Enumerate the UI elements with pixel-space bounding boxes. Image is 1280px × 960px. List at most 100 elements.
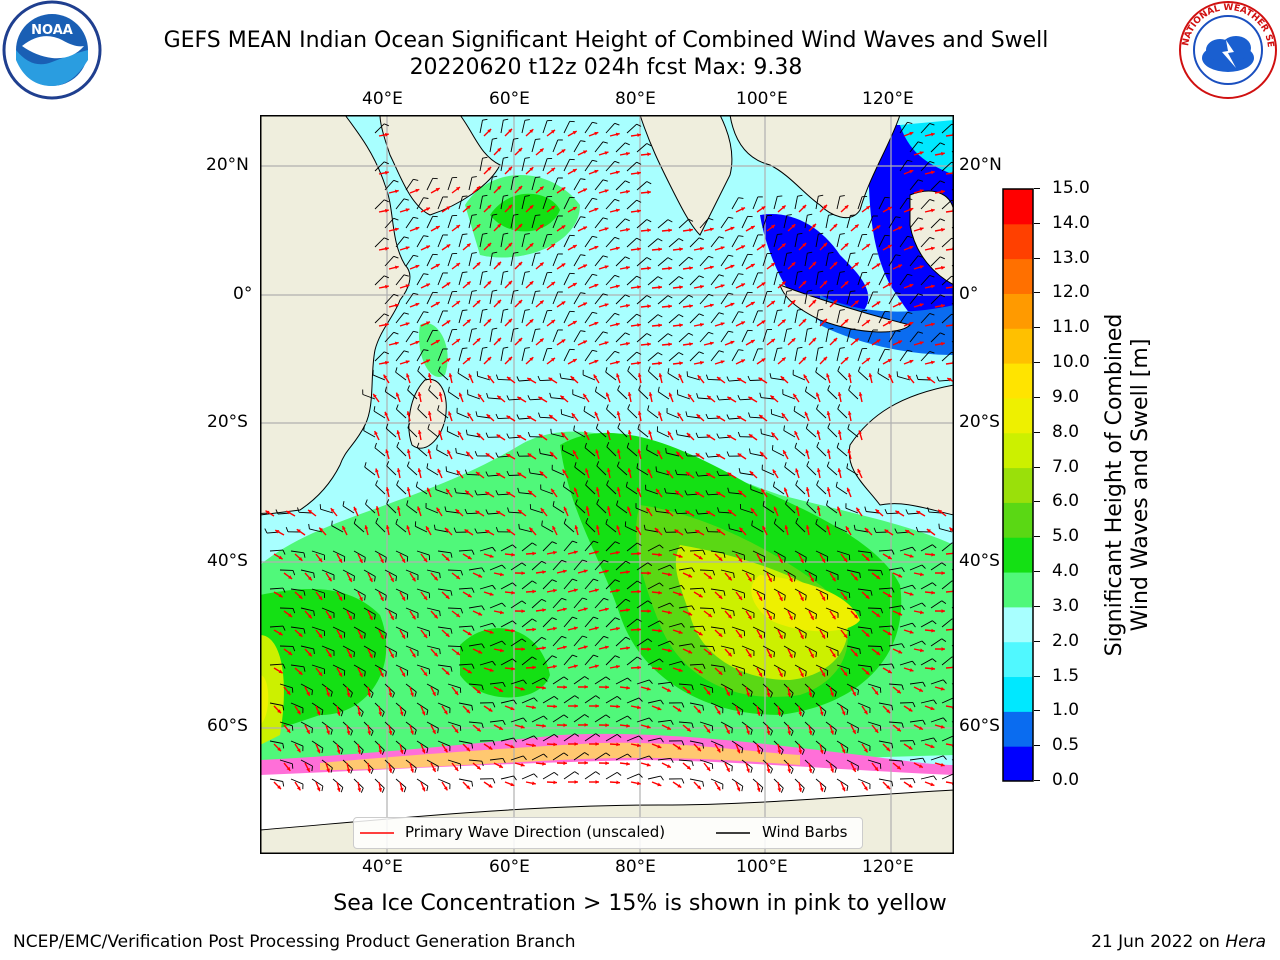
wave-direction-arrowhead xyxy=(810,615,814,620)
wave-direction-arrowhead xyxy=(497,185,501,190)
wave-direction-arrowhead xyxy=(761,206,766,210)
wave-direction-arrowhead xyxy=(919,151,924,155)
wind-barb-feather xyxy=(678,276,684,280)
wave-direction-arrowhead xyxy=(826,487,831,492)
wind-barb xyxy=(468,215,473,229)
wave-direction-arrowhead xyxy=(857,468,861,473)
wind-barb xyxy=(909,640,923,647)
wave-direction-arrowhead xyxy=(433,614,438,619)
wind-barb xyxy=(563,578,573,590)
wind-barb xyxy=(446,470,460,476)
wave-direction-arrowhead xyxy=(863,748,868,753)
wave-direction-arrowhead xyxy=(657,744,662,749)
wind-barb-feather xyxy=(638,735,643,740)
wind-barb-feather xyxy=(592,197,598,200)
wind-barb-feather xyxy=(728,292,734,295)
wave-direction-arrowhead xyxy=(464,529,469,534)
wind-barb xyxy=(878,197,886,210)
wind-barb xyxy=(941,123,952,134)
wave-direction-arrowhead xyxy=(485,530,490,534)
wave-direction-arrowhead xyxy=(886,709,891,714)
wave-direction-arrowhead xyxy=(529,129,534,133)
wave-direction-arrowhead xyxy=(761,282,766,286)
wind-barb-feather xyxy=(403,312,409,315)
lat-tick-left-60s: 60°S xyxy=(207,716,248,736)
wind-barb-feather xyxy=(917,331,924,334)
wave-direction-arrowhead xyxy=(551,281,555,286)
wave-direction-arrowhead xyxy=(338,558,342,563)
wind-barb xyxy=(542,734,555,742)
wind-barb xyxy=(816,408,827,419)
wave-direction-arrowhead xyxy=(730,264,735,269)
wave-direction-arrowhead xyxy=(615,322,620,327)
lon-tick-top-40e: 40°E xyxy=(362,89,403,109)
wave-direction-arrowhead xyxy=(426,283,430,287)
wind-barb xyxy=(741,216,749,229)
wind-barb-feather xyxy=(492,740,496,746)
wind-barb-feather xyxy=(374,442,377,448)
wave-direction-arrowhead xyxy=(686,689,691,694)
wind-barb-feather xyxy=(647,638,653,643)
wind-barb-feather xyxy=(932,620,937,625)
wind-barb-feather xyxy=(572,578,578,582)
wind-barb xyxy=(551,433,565,438)
wind-barb xyxy=(479,660,493,666)
footer-host: Hera xyxy=(1225,932,1266,952)
wind-barb xyxy=(510,600,523,609)
wave-direction-arrowhead xyxy=(553,664,557,669)
wind-barb-feather xyxy=(646,295,652,299)
wave-direction-arrowhead xyxy=(668,431,672,436)
wave-direction-arrowhead xyxy=(816,506,821,510)
wave-direction-arrowhead xyxy=(718,557,723,561)
wind-barb-feather xyxy=(592,349,598,352)
wind-barb xyxy=(479,546,493,552)
wave-direction-arrowhead xyxy=(594,626,599,631)
wind-barb xyxy=(573,635,583,647)
wave-direction-arrowhead xyxy=(532,705,536,710)
wind-barb xyxy=(479,348,483,362)
wind-barb xyxy=(572,393,586,400)
wind-barb-feather xyxy=(533,773,538,778)
wind-barb xyxy=(458,310,463,324)
wave-direction-arrowhead xyxy=(496,511,501,515)
wind-barb-feather xyxy=(681,702,685,708)
colorbar-tick-label: 2.0 xyxy=(1052,630,1080,651)
wind-barb xyxy=(668,584,682,590)
wind-barb xyxy=(385,428,397,438)
wind-barb-feather xyxy=(384,351,389,355)
wind-barb-feather xyxy=(275,509,279,515)
wave-direction-arrowhead xyxy=(918,726,923,730)
wave-direction-arrowhead xyxy=(770,395,775,400)
wind-barb-feather xyxy=(738,311,744,313)
wave-direction-arrowhead xyxy=(476,727,481,732)
wave-direction-arrowhead xyxy=(927,377,931,381)
wind-barb xyxy=(374,237,385,248)
wave-direction-arrowhead xyxy=(876,339,881,343)
wind-barb xyxy=(510,291,514,305)
wave-direction-arrowhead xyxy=(423,558,428,562)
wind-barb xyxy=(920,544,933,552)
wind-barb-feather xyxy=(691,567,695,573)
wave-direction-arrowhead xyxy=(552,526,556,530)
wave-direction-arrowhead xyxy=(426,245,430,249)
wind-barb xyxy=(836,626,850,632)
wind-barb-feather xyxy=(790,693,794,698)
wind-barb xyxy=(416,273,424,286)
wave-direction-arrowhead xyxy=(833,338,838,342)
wave-direction-arrowhead xyxy=(758,377,763,382)
wave-direction-arrowhead xyxy=(771,432,776,437)
wind-barb xyxy=(458,625,473,628)
wind-barb-feather xyxy=(870,552,873,558)
wave-direction-arrowhead xyxy=(417,430,422,434)
wind-barb xyxy=(300,683,313,691)
wave-direction-arrowhead xyxy=(604,569,609,574)
wind-barb-feather xyxy=(512,620,517,625)
wind-barb-feather xyxy=(659,658,664,663)
wind-barb-feather xyxy=(553,696,559,700)
wave-direction-arrowhead xyxy=(845,526,850,531)
wind-barb xyxy=(710,588,724,592)
wave-direction-arrowhead xyxy=(594,550,599,555)
wave-direction-arrowhead xyxy=(737,416,742,420)
wave-direction-arrowhead xyxy=(941,341,945,346)
wave-direction-arrowhead xyxy=(561,263,566,267)
